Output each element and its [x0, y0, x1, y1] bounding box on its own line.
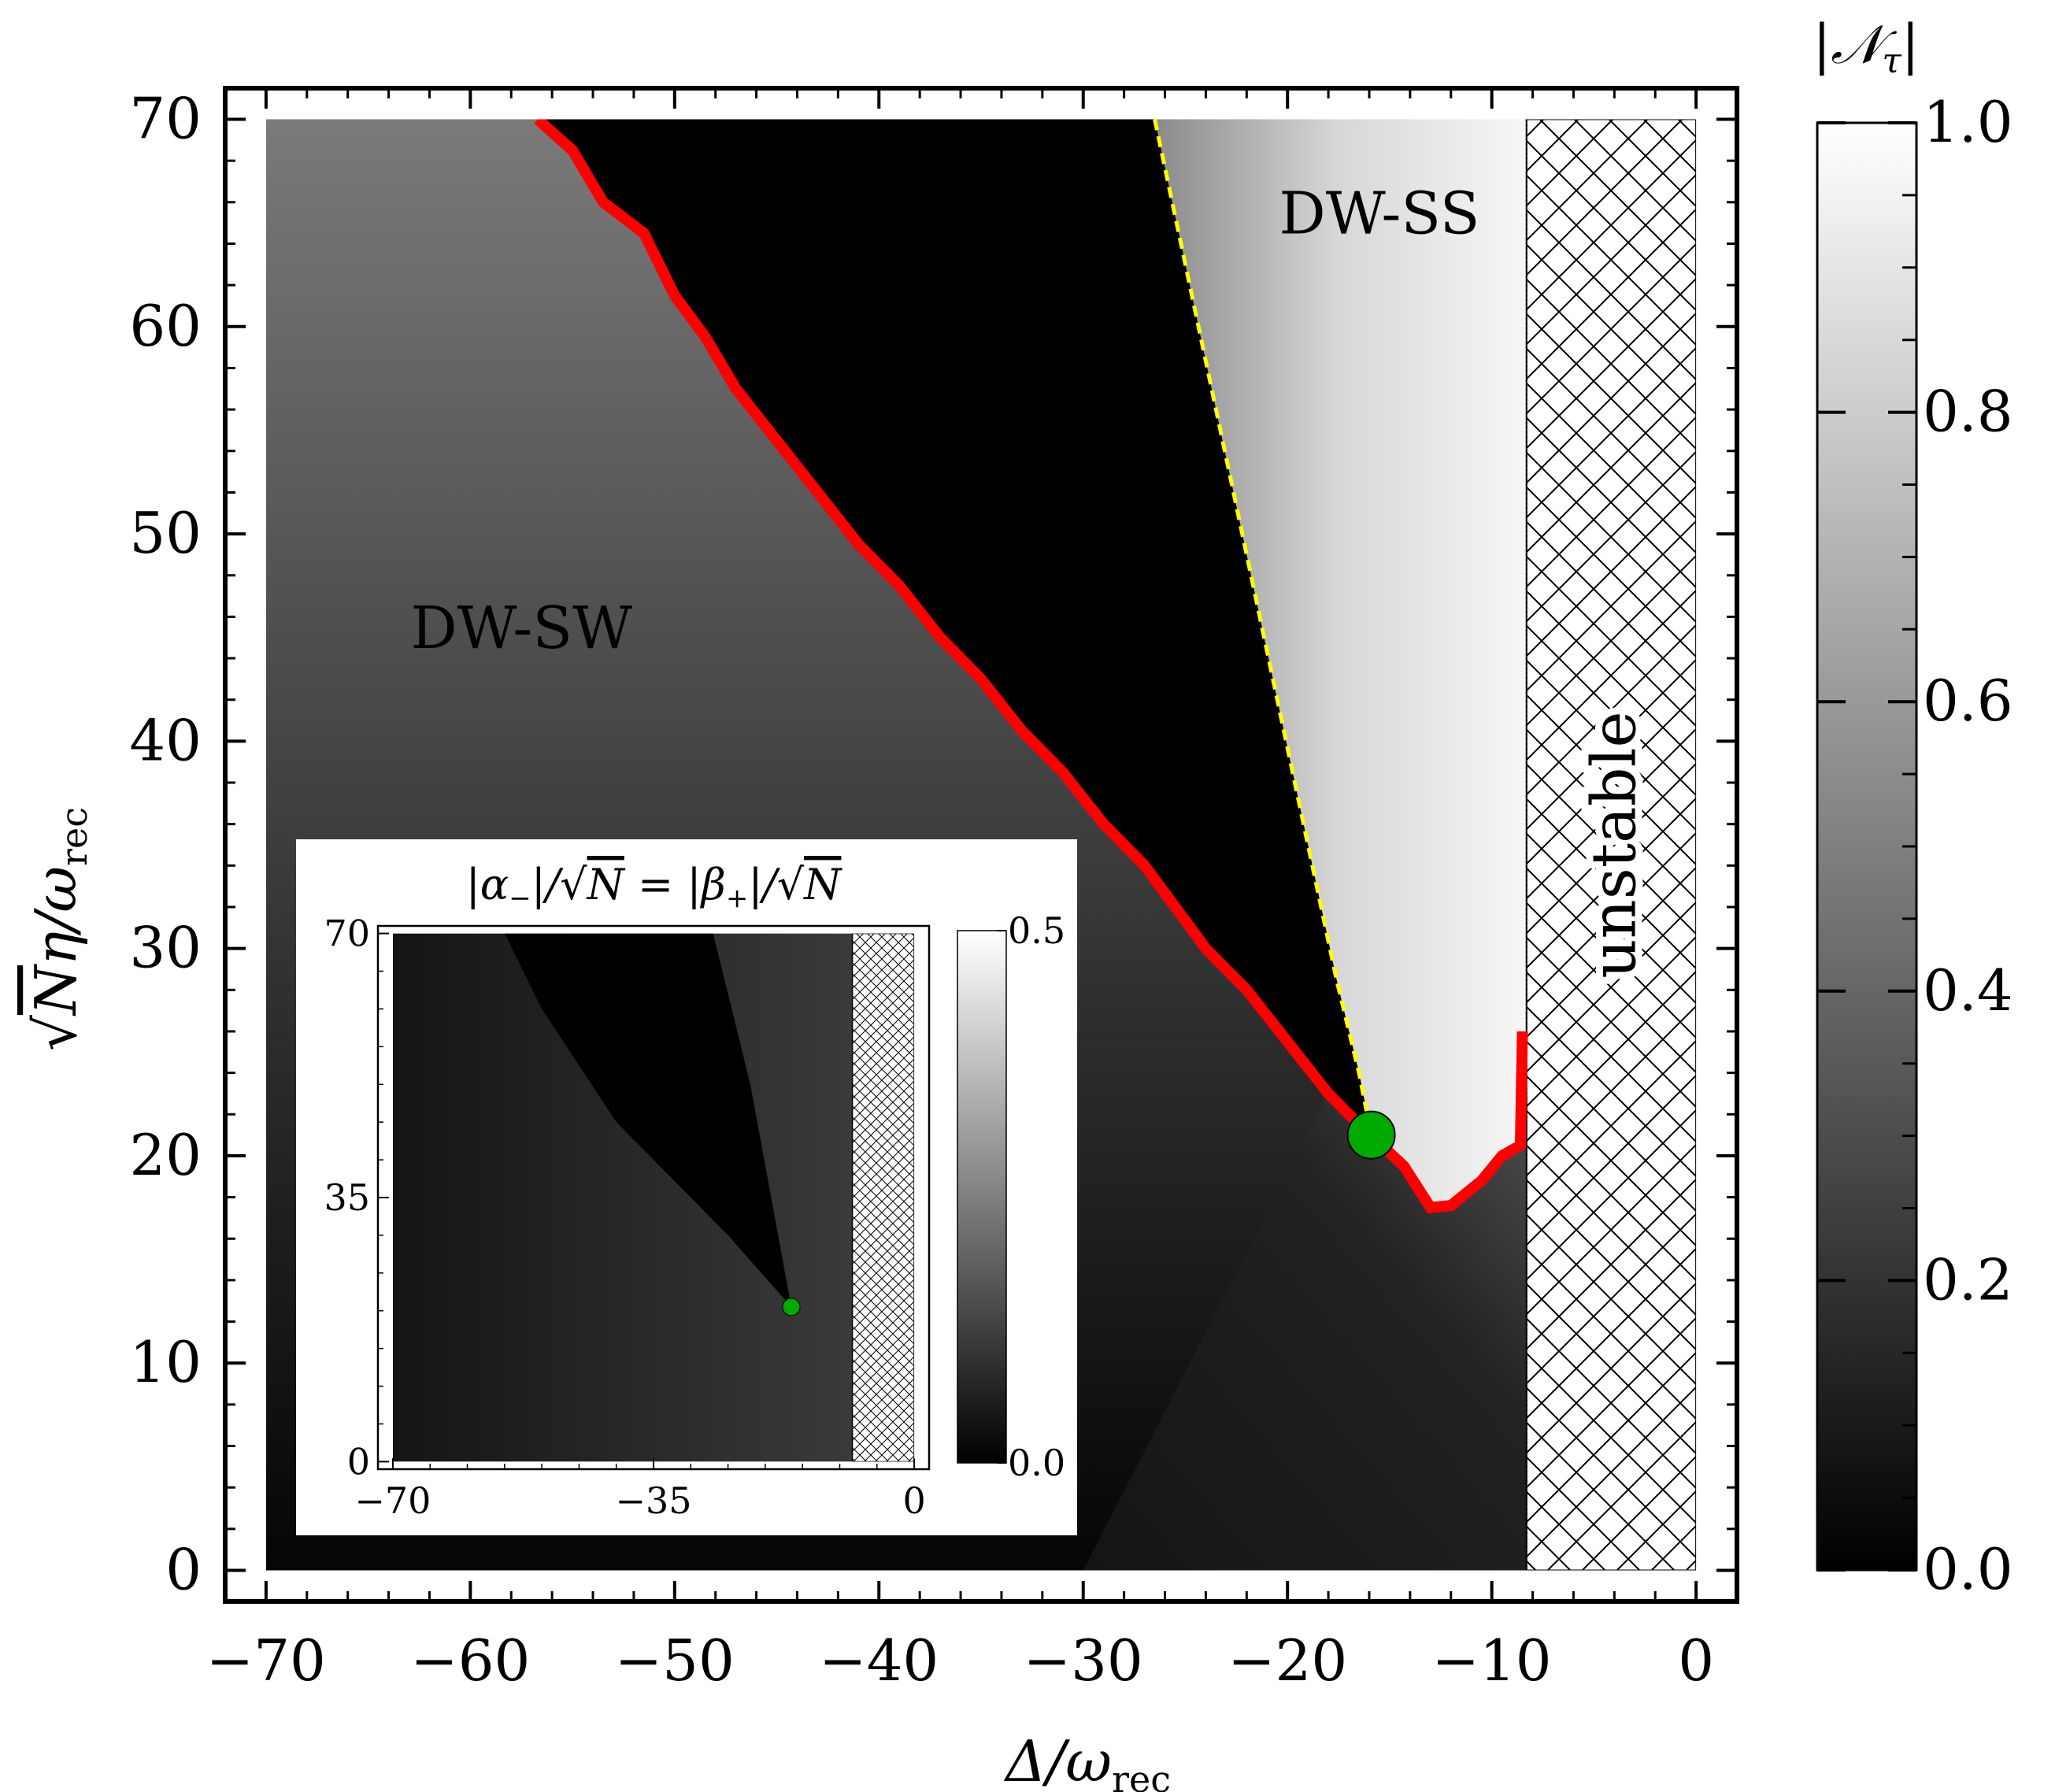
x-axis-ticks: −70 −60 −50 −40 −30 −20 −10 0 — [206, 88, 1714, 1694]
inset-y-tick-label: 0 — [347, 1440, 370, 1483]
colorbar-ticks: 0.0 0.2 0.4 0.6 0.8 1.0 — [1817, 89, 2013, 1602]
unstable-hatch — [1525, 119, 1697, 1571]
region-label-dw-ss: DW-SS — [1279, 180, 1479, 247]
y-tick-label: 50 — [129, 500, 202, 566]
inset-x-tick-label: 0 — [902, 1479, 925, 1522]
y-tick-label: 30 — [129, 915, 202, 981]
critical-point — [1346, 1110, 1396, 1160]
x-tick-label: −10 — [1432, 1627, 1552, 1694]
pwss-region — [537, 119, 1372, 1135]
x-axis-label: Δ/ωrec — [1003, 1728, 1171, 1792]
red-boundary-line — [534, 119, 1528, 1214]
region-labels: DW-SW PW-SS DW-SS unstable — [410, 180, 1657, 985]
x-tick-label: −70 — [206, 1627, 326, 1694]
colorbar-tick-label: 0.4 — [1923, 957, 2013, 1024]
inset-y-tick-label: 70 — [324, 913, 370, 955]
colorbar-tick-label: 1.0 — [1923, 89, 2013, 155]
inset-x-tick-label: −35 — [615, 1479, 691, 1522]
colorbar-tick-label: 0.6 — [1923, 668, 2013, 734]
inset-dark-region — [504, 933, 791, 1307]
inset-colorbar-ticks: 0.0 0.5 — [997, 909, 1065, 1484]
colorbar-tick-label: 0.0 — [1923, 1536, 2013, 1602]
x-tick-label: −50 — [615, 1627, 735, 1694]
inset-colorbar — [957, 930, 1007, 1464]
x-tick-label: −30 — [1024, 1627, 1143, 1694]
y-tick-label: 20 — [129, 1122, 202, 1188]
inset-colorbar-tick-label: 0.5 — [1008, 909, 1065, 952]
y-tick-label: 40 — [129, 707, 202, 773]
region-label-dw-sw: DW-SW — [410, 594, 632, 662]
yellow-boundary-line — [1153, 119, 1374, 1136]
main-axes-frame — [223, 86, 1739, 1604]
inset-y-ticks: 0 35 70 — [324, 913, 389, 1483]
inset-unstable-region — [851, 933, 915, 1462]
y-tick-label: 70 — [129, 85, 202, 151]
x-tick-label: −60 — [410, 1627, 530, 1694]
colorbar-gradient — [1816, 121, 1918, 1572]
colorbar-tick-label: 0.2 — [1923, 1246, 2013, 1313]
x-tick-label: 0 — [1678, 1627, 1714, 1694]
inset-x-tick-label: −70 — [354, 1479, 431, 1522]
colorbar: 0.0 0.2 0.4 0.6 0.8 1.0 |𝒩τ| — [1813, 14, 2013, 1602]
inset-y-tick-label: 35 — [324, 1176, 370, 1219]
inset-critical-point — [782, 1298, 801, 1316]
dwss-region — [1154, 119, 1527, 1208]
x-tick-label: −20 — [1228, 1627, 1347, 1694]
y-tick-label: 10 — [129, 1329, 202, 1395]
inset-x-ticks: −70 −35 0 — [354, 1458, 926, 1522]
y-tick-label: 60 — [129, 293, 202, 359]
region-label-unstable: unstable — [1579, 711, 1650, 978]
colorbar-label: |𝒩τ| — [1813, 14, 1919, 81]
colorbar-tick-label: 0.8 — [1923, 379, 2013, 445]
region-label-pw-ss: PW-SS — [874, 263, 1068, 331]
y-tick-label: 0 — [165, 1537, 202, 1603]
y-axis-label: √Nη/ωrec — [23, 807, 95, 1051]
inset-colorbar-tick-label: 0.0 — [1008, 1442, 1065, 1484]
y-axis-ticks: 0 10 20 30 40 50 60 70 — [129, 85, 1737, 1603]
x-tick-label: −40 — [819, 1627, 939, 1694]
